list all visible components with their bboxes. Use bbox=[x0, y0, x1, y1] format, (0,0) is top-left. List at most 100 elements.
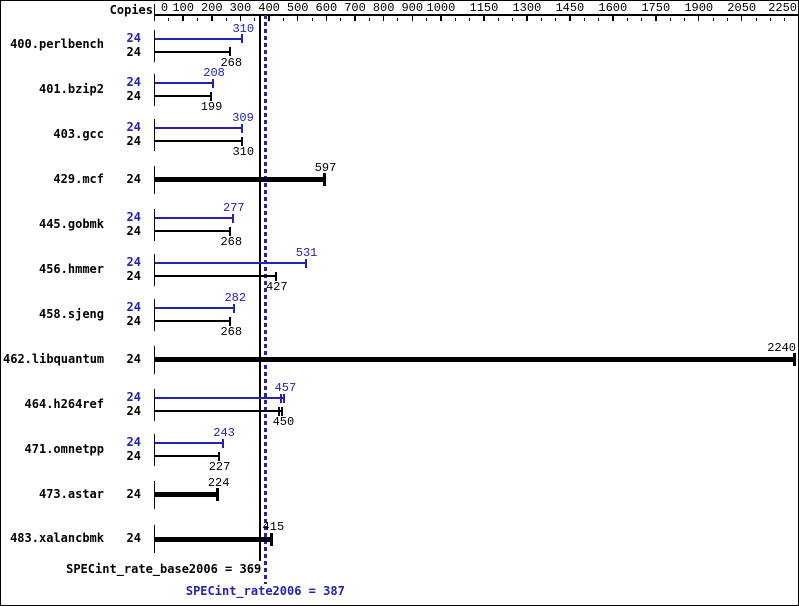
x-axis-minor-tick bbox=[225, 17, 227, 21]
copies-label: 24 bbox=[126, 89, 141, 104]
x-axis-minor-tick bbox=[497, 17, 499, 21]
x-axis-minor-tick bbox=[726, 17, 728, 21]
peak-bar bbox=[154, 397, 286, 400]
peak-value-label: 208 bbox=[203, 66, 225, 81]
x-axis-tick-label: 1300 bbox=[512, 1, 542, 15]
peak-bar bbox=[154, 82, 215, 85]
copies-label: 24 bbox=[126, 255, 141, 270]
x-axis-tick-label: 900 bbox=[401, 1, 424, 15]
x-axis-major-tick bbox=[411, 14, 414, 21]
spec-rate-base-label: SPECint_rate_base2006 bbox=[66, 562, 218, 576]
base-bar bbox=[154, 275, 277, 278]
x-axis-tick-label: 100 bbox=[172, 1, 194, 15]
x-axis-minor-tick bbox=[368, 17, 370, 21]
bar-end-tick bbox=[229, 47, 232, 56]
x-axis-minor-tick bbox=[397, 17, 399, 21]
x-axis-tick-label: 2050 bbox=[727, 1, 757, 15]
x-axis-line bbox=[154, 14, 798, 16]
base-value-label: 427 bbox=[265, 280, 288, 295]
x-axis-major-tick bbox=[526, 14, 528, 21]
benchmark-name-label: 456.hmmer bbox=[38, 261, 104, 276]
bar-end-tick bbox=[212, 78, 215, 88]
base-value-label: 224 bbox=[207, 475, 230, 490]
benchmark-name-label: 473.astar bbox=[38, 486, 104, 501]
row-axis-spine bbox=[153, 254, 155, 287]
x-axis-minor-tick bbox=[426, 17, 428, 21]
copies-label: 24 bbox=[126, 30, 141, 45]
peak-bar bbox=[154, 442, 225, 445]
benchmark-name-label: 400.perlbench bbox=[10, 37, 104, 51]
bar-end-tick bbox=[241, 34, 244, 43]
bar-end-tick bbox=[322, 173, 326, 187]
x-axis-origin-tick bbox=[153, 4, 155, 21]
base-reference-line bbox=[259, 15, 262, 561]
bar-end-tick bbox=[281, 406, 284, 416]
x-axis-major-tick bbox=[182, 14, 184, 21]
copies-label: 24 bbox=[126, 269, 141, 284]
copies-label: 24 bbox=[126, 44, 141, 59]
x-axis-tick-label: 2250 bbox=[768, 1, 797, 15]
benchmark-name-label: 401.bzip2 bbox=[38, 81, 104, 96]
peak-value-label: 310 bbox=[232, 21, 255, 36]
base-bar bbox=[154, 357, 797, 363]
peak-bar bbox=[154, 127, 243, 130]
copies-label: 24 bbox=[126, 449, 141, 464]
x-axis-minor-tick bbox=[683, 17, 685, 21]
benchmark-name-label: 464.h264ref bbox=[24, 396, 104, 411]
peak-value-label: 243 bbox=[213, 426, 235, 441]
spec-rate-peak-label: SPECint_rate2006 bbox=[185, 584, 302, 598]
copies-label: 24 bbox=[126, 120, 141, 135]
peak-value-label: 531 bbox=[295, 246, 318, 261]
x-axis-tick-label: 600 bbox=[315, 1, 338, 15]
copies-label: 24 bbox=[126, 210, 141, 225]
base-bar bbox=[154, 50, 232, 53]
bar-end-tick bbox=[270, 532, 274, 546]
base-value-label: 415 bbox=[262, 520, 285, 535]
copies-column-header: Copies bbox=[109, 3, 153, 17]
copies-label: 24 bbox=[126, 404, 141, 419]
benchmark-name-label: 403.gcc bbox=[53, 126, 104, 141]
x-axis-tick-label: 1000 bbox=[426, 1, 456, 15]
equals-separator: = bbox=[301, 584, 324, 598]
peak-reference-line bbox=[263, 15, 267, 584]
x-axis-minor-tick bbox=[540, 17, 542, 21]
bar-end-tick bbox=[222, 438, 225, 448]
x-axis-major-tick bbox=[440, 14, 442, 21]
bar-run-tick bbox=[280, 393, 283, 403]
x-axis-major-tick bbox=[382, 14, 385, 21]
x-axis-major-tick bbox=[697, 14, 700, 21]
x-axis-major-tick bbox=[740, 14, 743, 21]
x-axis-tick-label: 200 bbox=[200, 1, 223, 15]
base-bar bbox=[154, 320, 232, 323]
base-bar bbox=[154, 492, 219, 497]
row-axis-spine bbox=[153, 389, 155, 422]
x-axis-minor-tick bbox=[340, 17, 342, 21]
row-axis-spine bbox=[153, 480, 155, 509]
bar-end-tick bbox=[215, 488, 219, 501]
benchmark-name-label: 458.sjeng bbox=[38, 306, 104, 321]
x-axis-major-tick bbox=[483, 14, 485, 21]
x-axis-minor-tick bbox=[311, 17, 313, 21]
x-axis-major-tick bbox=[296, 14, 299, 21]
base-bar bbox=[154, 230, 232, 233]
x-axis-tick-label: 0 bbox=[160, 1, 169, 15]
x-axis-minor-tick bbox=[196, 17, 198, 21]
copies-label: 24 bbox=[126, 75, 141, 90]
x-axis-major-tick bbox=[211, 14, 213, 21]
base-value-label: 310 bbox=[232, 145, 255, 160]
bar-end-tick bbox=[229, 226, 232, 236]
x-axis-tick-label: 1900 bbox=[684, 1, 714, 15]
base-value-label: 227 bbox=[208, 460, 231, 475]
bar-end-tick bbox=[209, 91, 212, 101]
bar-end-tick bbox=[274, 271, 277, 281]
bar-end-tick bbox=[231, 213, 234, 223]
x-axis-tick-label: 1600 bbox=[598, 1, 628, 15]
x-axis-minor-tick bbox=[254, 17, 256, 21]
row-axis-spine bbox=[153, 434, 155, 467]
x-axis-minor-tick bbox=[784, 17, 786, 21]
base-value-label: 268 bbox=[220, 235, 243, 250]
copies-label: 24 bbox=[126, 486, 141, 501]
bar-end-tick bbox=[217, 451, 220, 461]
x-axis-tick-label: 400 bbox=[258, 1, 280, 15]
row-axis-spine bbox=[153, 119, 155, 152]
